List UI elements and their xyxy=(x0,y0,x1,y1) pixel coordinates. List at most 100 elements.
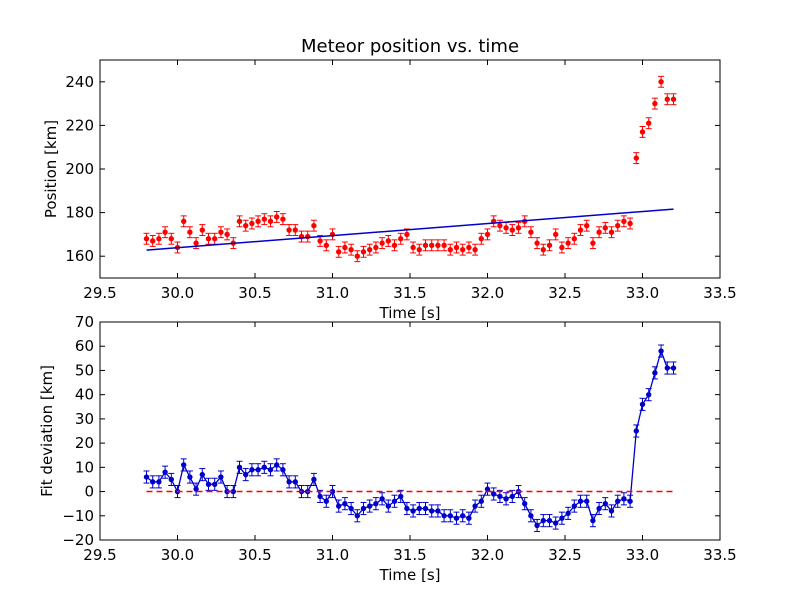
data-point xyxy=(608,508,615,514)
data-point xyxy=(280,216,286,222)
data-point xyxy=(615,498,621,504)
data-point xyxy=(360,249,367,255)
deviation-x-tick-label: 33.0 xyxy=(626,546,659,564)
data-point xyxy=(571,503,577,509)
data-point xyxy=(416,505,422,512)
data-point xyxy=(348,246,354,253)
deviation-x-tick-label: 29.5 xyxy=(83,546,116,564)
data-point xyxy=(509,227,515,233)
deviation-panel: 29.5 30.0 30.5 31.0 31.5 32.0 32.5 33.0 33.5 −20 −… xyxy=(38,313,737,584)
data-point xyxy=(497,493,503,500)
position-x-axis-label: Time [s] xyxy=(379,304,441,322)
chart-title: Meteor position vs. time xyxy=(301,36,519,57)
data-point xyxy=(664,365,670,371)
data-point xyxy=(602,225,608,231)
deviation-y-tick-label: −10 xyxy=(62,507,94,525)
position-y-axis-label: Position [km] xyxy=(42,120,60,218)
data-point xyxy=(522,500,528,507)
data-point xyxy=(590,240,596,246)
deviation-y-tick-label: 0 xyxy=(84,483,94,501)
data-point xyxy=(193,240,199,246)
data-point xyxy=(236,464,243,471)
deviation-y-tick-label: 70 xyxy=(75,313,94,331)
deviation-x-tick-label: 31.5 xyxy=(393,546,426,564)
data-point xyxy=(224,231,230,238)
deviation-x-tick-label: 30.0 xyxy=(161,546,194,564)
data-point xyxy=(398,236,404,242)
data-point xyxy=(373,244,379,251)
data-point xyxy=(311,476,317,483)
deviation-y-tick-label: 40 xyxy=(75,386,94,404)
data-point xyxy=(621,496,627,502)
data-point xyxy=(670,365,677,371)
data-point xyxy=(584,222,590,229)
deviation-x-tick-label: 33.5 xyxy=(703,546,736,564)
data-point xyxy=(379,496,385,502)
data-point xyxy=(156,479,162,485)
data-point xyxy=(391,242,398,249)
data-point xyxy=(559,244,565,251)
data-point xyxy=(342,244,348,251)
position-x-tick-label: 32.5 xyxy=(548,284,581,302)
data-point xyxy=(193,486,199,492)
data-point xyxy=(553,520,559,526)
data-point xyxy=(577,498,584,504)
data-point xyxy=(577,227,584,233)
data-point xyxy=(398,493,404,500)
deviation-y-tick-label: 50 xyxy=(75,361,94,379)
data-point xyxy=(546,517,553,524)
data-point xyxy=(596,229,602,235)
data-point xyxy=(311,222,317,229)
data-point xyxy=(608,229,615,235)
data-point xyxy=(385,238,391,244)
data-point xyxy=(553,231,559,238)
data-point xyxy=(584,498,590,504)
data-point xyxy=(317,238,323,244)
data-point xyxy=(447,246,453,253)
data-point xyxy=(528,229,534,235)
data-point xyxy=(317,493,323,500)
data-point xyxy=(453,515,460,521)
data-point xyxy=(249,467,255,473)
data-point xyxy=(466,515,472,521)
data-point xyxy=(218,229,224,235)
data-point xyxy=(416,246,422,253)
data-point xyxy=(199,471,206,478)
position-panel: Meteor position vs. time 29.5 30.0 30.5 31.… xyxy=(42,36,737,322)
data-point xyxy=(274,462,280,468)
data-point xyxy=(590,517,596,524)
data-point xyxy=(261,464,267,471)
data-point xyxy=(212,236,218,242)
data-point xyxy=(639,129,646,135)
data-point xyxy=(286,227,292,233)
data-point xyxy=(162,469,168,475)
data-point xyxy=(546,242,553,249)
data-point xyxy=(515,225,522,231)
data-point xyxy=(243,222,249,229)
data-point xyxy=(658,79,664,85)
data-point xyxy=(243,471,249,478)
data-point xyxy=(478,498,484,504)
data-point xyxy=(143,474,150,480)
data-point xyxy=(639,401,646,408)
data-point xyxy=(404,231,410,238)
data-point xyxy=(391,498,398,504)
data-point xyxy=(205,481,212,487)
data-point xyxy=(292,479,298,485)
data-point xyxy=(199,227,206,233)
position-x-tick-label: 33.0 xyxy=(626,284,659,302)
linear-fit-line xyxy=(146,208,674,251)
data-point xyxy=(565,240,571,246)
data-point xyxy=(181,462,187,468)
data-point xyxy=(292,227,298,233)
data-point xyxy=(435,508,441,514)
deviation-y-tick-label: 10 xyxy=(75,458,94,476)
data-point xyxy=(150,479,156,485)
deviation-x-tick-label: 32.0 xyxy=(471,546,504,564)
data-point xyxy=(181,218,187,225)
data-point xyxy=(323,498,329,504)
data-point xyxy=(218,474,224,480)
data-point xyxy=(670,96,677,102)
data-point xyxy=(484,231,491,238)
